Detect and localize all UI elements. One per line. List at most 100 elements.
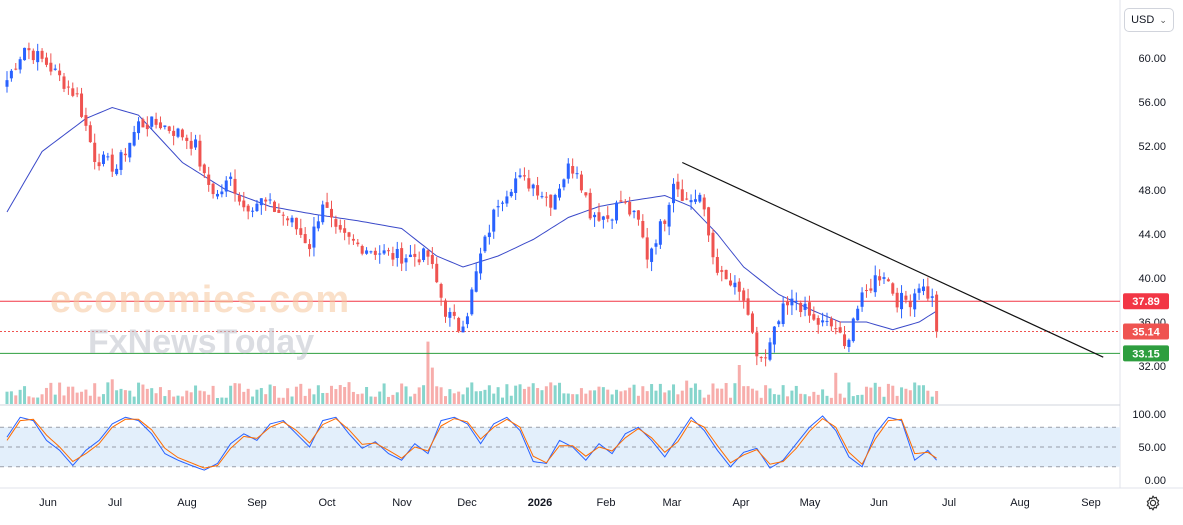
time-axis-tick: Dec	[457, 497, 477, 509]
candle-body	[667, 204, 671, 227]
volume-bar	[729, 397, 733, 404]
volume-bar	[921, 385, 925, 404]
current-price-price-label: 35.14	[1132, 326, 1160, 338]
candle-body	[457, 317, 461, 332]
candle-body	[579, 174, 583, 191]
volume-bar	[31, 397, 35, 404]
candle-body	[764, 357, 768, 359]
volume-bar	[685, 380, 689, 404]
candle-body	[527, 178, 531, 189]
descending-trendline[interactable]	[682, 161, 1104, 358]
volume-bar	[812, 391, 816, 404]
volume-bar	[97, 396, 101, 404]
volume-bar	[742, 386, 746, 404]
volume-bar	[299, 383, 303, 404]
candle-body	[172, 130, 176, 136]
volume-bar	[408, 396, 412, 404]
candle-body	[233, 178, 237, 194]
volume-bar	[746, 386, 750, 404]
candle-body	[601, 216, 605, 220]
candle-body	[163, 125, 167, 127]
candle-body	[5, 80, 9, 87]
candle-body	[518, 175, 522, 178]
volume-bar	[886, 383, 890, 404]
volume-bar	[386, 396, 390, 404]
candle-body	[18, 59, 22, 70]
volume-bar	[255, 389, 259, 404]
candle-body	[391, 253, 395, 260]
volume-bar	[593, 390, 597, 404]
candle-body	[62, 76, 66, 89]
volume-bar	[755, 390, 759, 404]
candle-body	[408, 254, 412, 258]
candle-body	[294, 217, 298, 230]
volume-bar	[373, 396, 377, 404]
volume-bar	[303, 395, 307, 404]
candle-body	[571, 166, 575, 174]
volume-bar	[457, 391, 461, 404]
watermark-fxnewstoday: FxNewsToday	[88, 323, 314, 361]
volume-bar	[514, 385, 518, 404]
candle-body	[220, 191, 224, 195]
volume-bar	[321, 393, 325, 404]
volume-bar	[465, 387, 469, 404]
volume-bar	[207, 394, 211, 404]
time-axis-tick: Apr	[732, 497, 749, 509]
candle-body	[838, 327, 842, 333]
volume-bar	[123, 390, 127, 404]
volume-bar	[272, 386, 276, 404]
volume-bar	[356, 394, 360, 404]
volume-bar	[277, 397, 281, 404]
volume-bar	[672, 384, 676, 404]
candle-body	[378, 253, 382, 255]
candle-body	[882, 277, 886, 279]
candle-body	[917, 288, 921, 293]
volume-bar	[492, 393, 496, 404]
gear-icon[interactable]	[1144, 494, 1162, 512]
volume-bar	[5, 391, 9, 404]
watermark-economies: economies.com	[50, 279, 350, 321]
stochastic-axis-tick: 0.00	[1145, 475, 1166, 487]
candle-body	[772, 326, 776, 345]
candle-body	[759, 357, 763, 359]
candle-body	[329, 208, 333, 218]
volume-bar	[378, 391, 382, 404]
volume-bar	[764, 385, 768, 404]
candle-body	[904, 295, 908, 300]
candle-body	[251, 210, 255, 212]
volume-bar	[645, 391, 649, 404]
time-axis-tick: May	[800, 497, 821, 509]
candle-body	[856, 308, 860, 321]
volume-bar	[680, 390, 684, 404]
volume-bar	[553, 385, 557, 404]
volume-bar	[369, 396, 373, 404]
volume-bar	[237, 383, 241, 404]
volume-bar	[215, 397, 219, 404]
volume-bar	[693, 383, 697, 404]
volume-bar	[435, 386, 439, 404]
time-axis-tick: Aug	[1010, 497, 1030, 509]
candle-body	[926, 286, 930, 299]
volume-bar	[562, 393, 566, 404]
volume-bar	[759, 397, 763, 404]
volume-bar	[36, 397, 40, 404]
price-axis-tick: 44.00	[1138, 229, 1166, 241]
candle-body	[566, 163, 570, 179]
volume-bar	[141, 384, 145, 404]
volume-bar	[93, 383, 97, 404]
candle-body	[80, 93, 84, 117]
candle-body	[777, 321, 781, 325]
volume-bar	[58, 382, 62, 404]
candle-body	[299, 228, 303, 235]
volume-bar	[540, 390, 544, 404]
candle-body	[198, 140, 202, 167]
time-axis-tick: Aug	[177, 497, 197, 509]
candle-body	[382, 250, 386, 254]
currency-dropdown[interactable]: USD ⌄	[1124, 8, 1174, 32]
volume-bar	[496, 387, 500, 404]
candle-body	[663, 220, 667, 224]
volume-bar	[194, 385, 198, 404]
volume-bar	[527, 386, 531, 404]
